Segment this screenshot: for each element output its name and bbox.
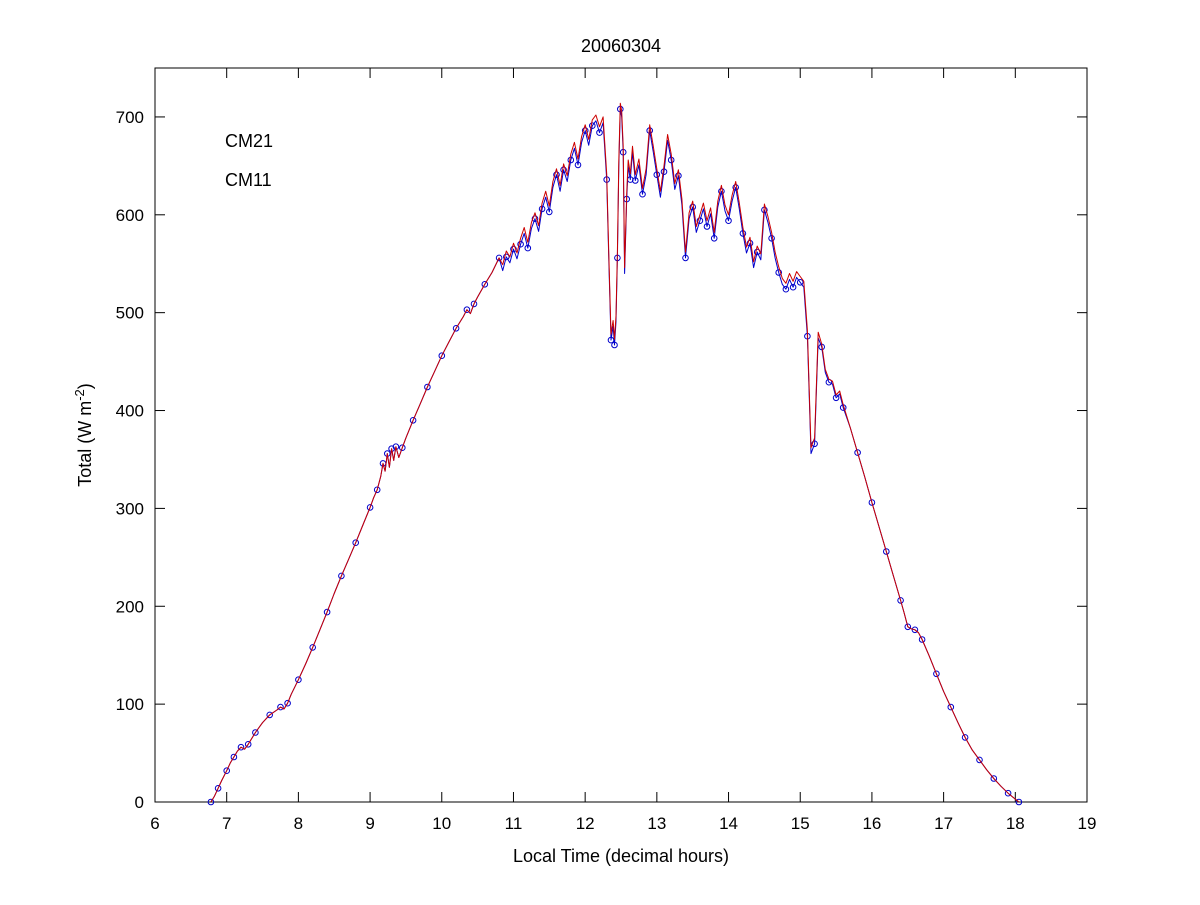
x-tick-label: 6 <box>150 814 159 833</box>
series-cm21-marker <box>868 499 876 506</box>
x-tick-label: 14 <box>719 814 738 833</box>
series-cm21-marker <box>589 122 596 129</box>
series-cm21-marker <box>409 417 417 424</box>
series-cm21-marker <box>373 486 381 494</box>
series-cm21-marker <box>295 676 302 684</box>
series-cm21-marker <box>399 444 406 452</box>
series-cm21-marker <box>207 798 215 806</box>
series-cm21-marker <box>495 254 503 262</box>
x-tick-label: 15 <box>791 814 810 833</box>
y-tick-label: 200 <box>116 597 144 616</box>
series-cm21-marker <box>775 269 783 276</box>
series-cm21-marker <box>725 217 732 224</box>
chart-title: 20060304 <box>581 36 661 56</box>
series-cm21-marker <box>918 636 926 643</box>
series-cm21-marker <box>438 352 446 360</box>
series-cm21-marker <box>223 767 230 775</box>
x-axis-label: Local Time (decimal hours) <box>513 846 729 866</box>
y-tick-label: 300 <box>116 499 144 518</box>
series-cm21-marker <box>517 240 524 248</box>
series-cm21-marker <box>796 279 804 286</box>
x-tick-label: 12 <box>576 814 595 833</box>
x-tick-label: 9 <box>365 814 374 833</box>
series-cm21-marker <box>703 223 711 230</box>
series-cm21-marker <box>789 283 797 291</box>
series-cm21-marker <box>782 285 790 293</box>
series-cm21-marker <box>323 608 331 616</box>
x-tick-label: 10 <box>432 814 451 833</box>
series-cm11-line <box>210 102 1020 803</box>
series-cm21-marker <box>252 729 259 736</box>
y-tick-label: 500 <box>116 304 144 323</box>
series-cm21-marker <box>553 171 560 178</box>
series-cm21-marker <box>1015 798 1023 806</box>
x-tick-label: 11 <box>505 814 523 833</box>
series-cm21-marker <box>947 703 955 711</box>
series-cm21-marker <box>244 741 252 748</box>
y-axis-label: Total (W m-2) <box>72 383 95 487</box>
series-cm21-line <box>210 108 1020 803</box>
series-cm21-marker <box>524 244 532 252</box>
series-cm21-marker <box>510 245 517 253</box>
series-cm21-marker <box>481 281 489 288</box>
series-cm21-marker <box>266 711 274 719</box>
x-tick-label: 8 <box>294 814 303 833</box>
series-cm21-marker <box>531 215 539 222</box>
series-cm21-marker <box>581 127 589 134</box>
x-tick-label: 16 <box>862 814 881 833</box>
series-cm21-marker <box>911 626 919 634</box>
series-cm21-marker <box>463 306 471 314</box>
axes-box <box>154 67 1088 803</box>
series-cm21-marker <box>352 539 360 547</box>
series-cm21-marker <box>961 734 969 741</box>
series-cm21-marker <box>309 644 317 651</box>
series-cm21-marker <box>452 325 460 332</box>
y-tick-label: 0 <box>135 793 144 812</box>
x-tick-label: 19 <box>1078 814 1097 833</box>
plot-area: 6 7 8 9 10 11 12 13 14 15 16 17 18 19 0 100 200 300 400 500… <box>72 67 1097 833</box>
series-cm21-marker <box>883 548 890 555</box>
series-cm21-marker <box>277 703 284 711</box>
series-cm21-marker <box>470 300 478 308</box>
series-cm21-marker <box>897 597 904 604</box>
series-cm21-marker <box>696 217 704 224</box>
x-tick-label: 13 <box>647 814 666 833</box>
series-cm21-marker <box>718 188 725 195</box>
y-tick-label: 700 <box>116 108 144 127</box>
series-cm21-marker <box>503 253 510 261</box>
series-cm21-marker <box>237 743 245 751</box>
x-tick-label: 7 <box>222 814 231 833</box>
series-cm21-marker <box>1004 789 1012 797</box>
y-tick-label: 400 <box>116 402 144 421</box>
series-cm21-marker <box>933 670 940 678</box>
legend-label-cm21: CM21 <box>225 131 273 151</box>
x-tick-label: 17 <box>934 814 953 833</box>
series-cm21-marker <box>366 504 374 511</box>
y-tick-label: 600 <box>116 206 144 225</box>
series-cm21-marker <box>904 623 912 631</box>
series-cm21-marker <box>284 699 291 707</box>
series-cm21-marker <box>854 449 861 456</box>
series-cm21-marker <box>338 572 345 580</box>
series-cm21-marker <box>214 785 222 792</box>
series-cm21-marker <box>976 756 983 764</box>
y-tick-label: 100 <box>116 695 144 714</box>
x-tick-label: 18 <box>1006 814 1025 833</box>
series-cm21-marker <box>230 753 238 761</box>
legend-label-cm11: CM11 <box>225 170 272 190</box>
series-cm21-marker <box>596 129 603 136</box>
series-cm21-marker <box>990 775 998 782</box>
series-cm21-marker <box>424 383 431 391</box>
